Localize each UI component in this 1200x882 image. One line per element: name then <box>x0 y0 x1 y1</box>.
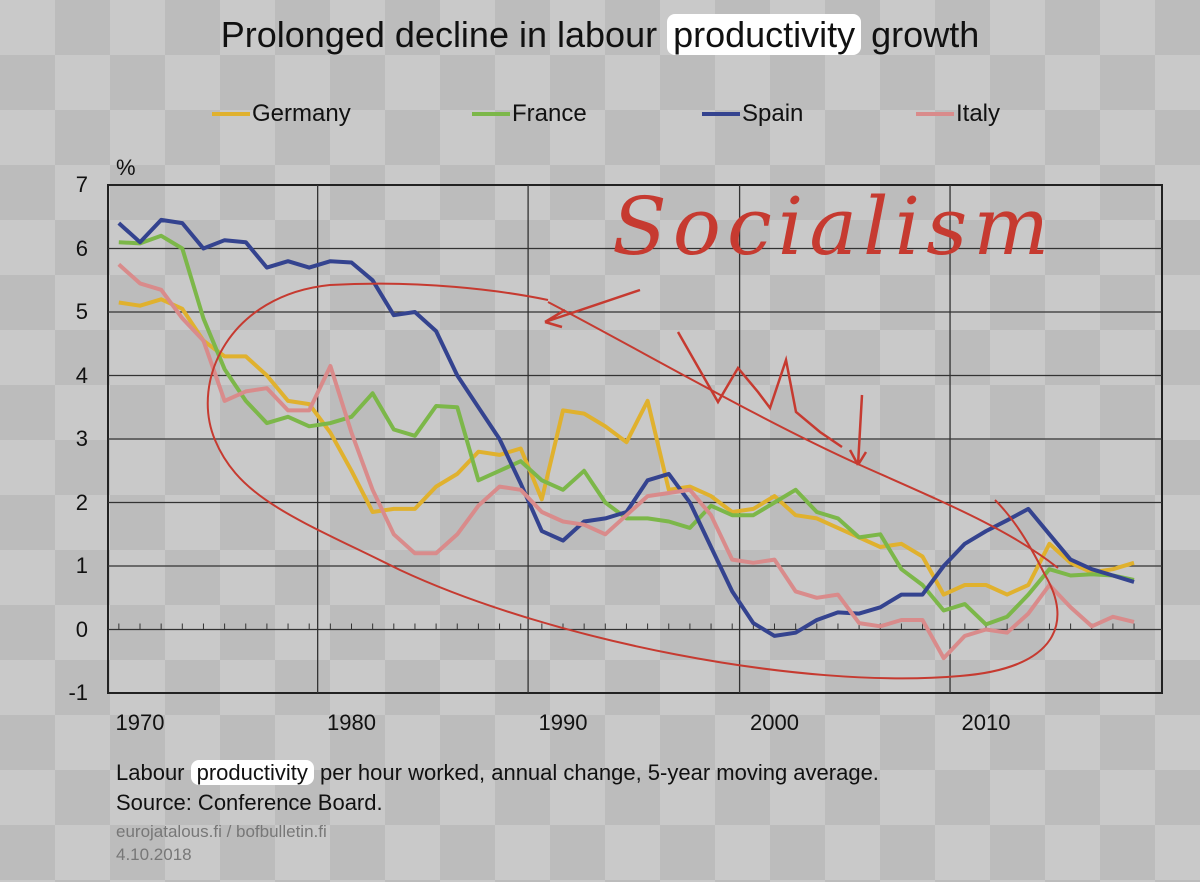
caption-text-end: per hour worked, annual change, 5-year m… <box>313 760 879 785</box>
legend-label: France <box>512 100 587 127</box>
legend-label: Spain <box>742 100 804 127</box>
x-tick-label: 2000 <box>750 710 799 735</box>
annotation-zigzag <box>676 331 843 449</box>
y-axis-unit: % <box>116 155 136 180</box>
y-tick-label: 4 <box>75 362 88 388</box>
legend-spain: Spain <box>702 100 803 128</box>
annotation-arrow <box>544 288 641 329</box>
legend-swatch <box>212 112 250 116</box>
series-line-italy <box>117 262 1135 661</box>
handwritten-annotation: Socialism <box>612 180 1056 273</box>
annotation-down-arrow <box>848 394 868 466</box>
legend-swatch <box>702 112 740 116</box>
source-line: Source: Conference Board. <box>116 790 383 815</box>
x-tick-label: 2010 <box>961 710 1011 735</box>
y-tick-label: 5 <box>75 299 88 324</box>
title-highlight: productivity <box>667 14 862 55</box>
y-tick-label: -1 <box>68 680 88 705</box>
legend-italy: Italy <box>916 100 1000 128</box>
website-credit: eurojatalous.fi / bofbulletin.fi <box>116 822 327 841</box>
x-tick-label: 1980 <box>327 710 376 735</box>
legend-france: France <box>472 100 587 128</box>
title-text: Prolonged decline in labour <box>220 14 668 55</box>
y-tick-label: 0 <box>75 616 88 642</box>
x-tick-label: 1990 <box>538 710 588 735</box>
date-label: 4.10.2018 <box>116 845 192 864</box>
series-line-spain <box>117 217 1135 638</box>
legend-germany: Germany <box>212 100 351 128</box>
chart-title: Prolonged decline in labour productivity… <box>0 14 1200 56</box>
title-text-end: growth <box>861 14 980 55</box>
y-tick-label: 2 <box>75 489 88 515</box>
legend-label: Italy <box>956 100 1001 127</box>
annotation-line <box>547 301 1059 569</box>
annotation-loop <box>206 282 1059 680</box>
legend-label: Germany <box>252 100 351 127</box>
y-tick-label: 1 <box>75 553 88 578</box>
legend-swatch <box>916 112 954 116</box>
x-tick-label: 1970 <box>115 710 165 735</box>
y-tick-label: 3 <box>75 426 88 451</box>
caption-highlight: productivity <box>190 760 314 785</box>
y-tick-label: 6 <box>75 235 88 261</box>
legend-swatch <box>472 112 510 116</box>
caption-line-1: Labour productivity per hour worked, ann… <box>116 760 879 786</box>
caption-text: Labour <box>116 760 191 785</box>
y-tick-label: 7 <box>75 172 88 197</box>
